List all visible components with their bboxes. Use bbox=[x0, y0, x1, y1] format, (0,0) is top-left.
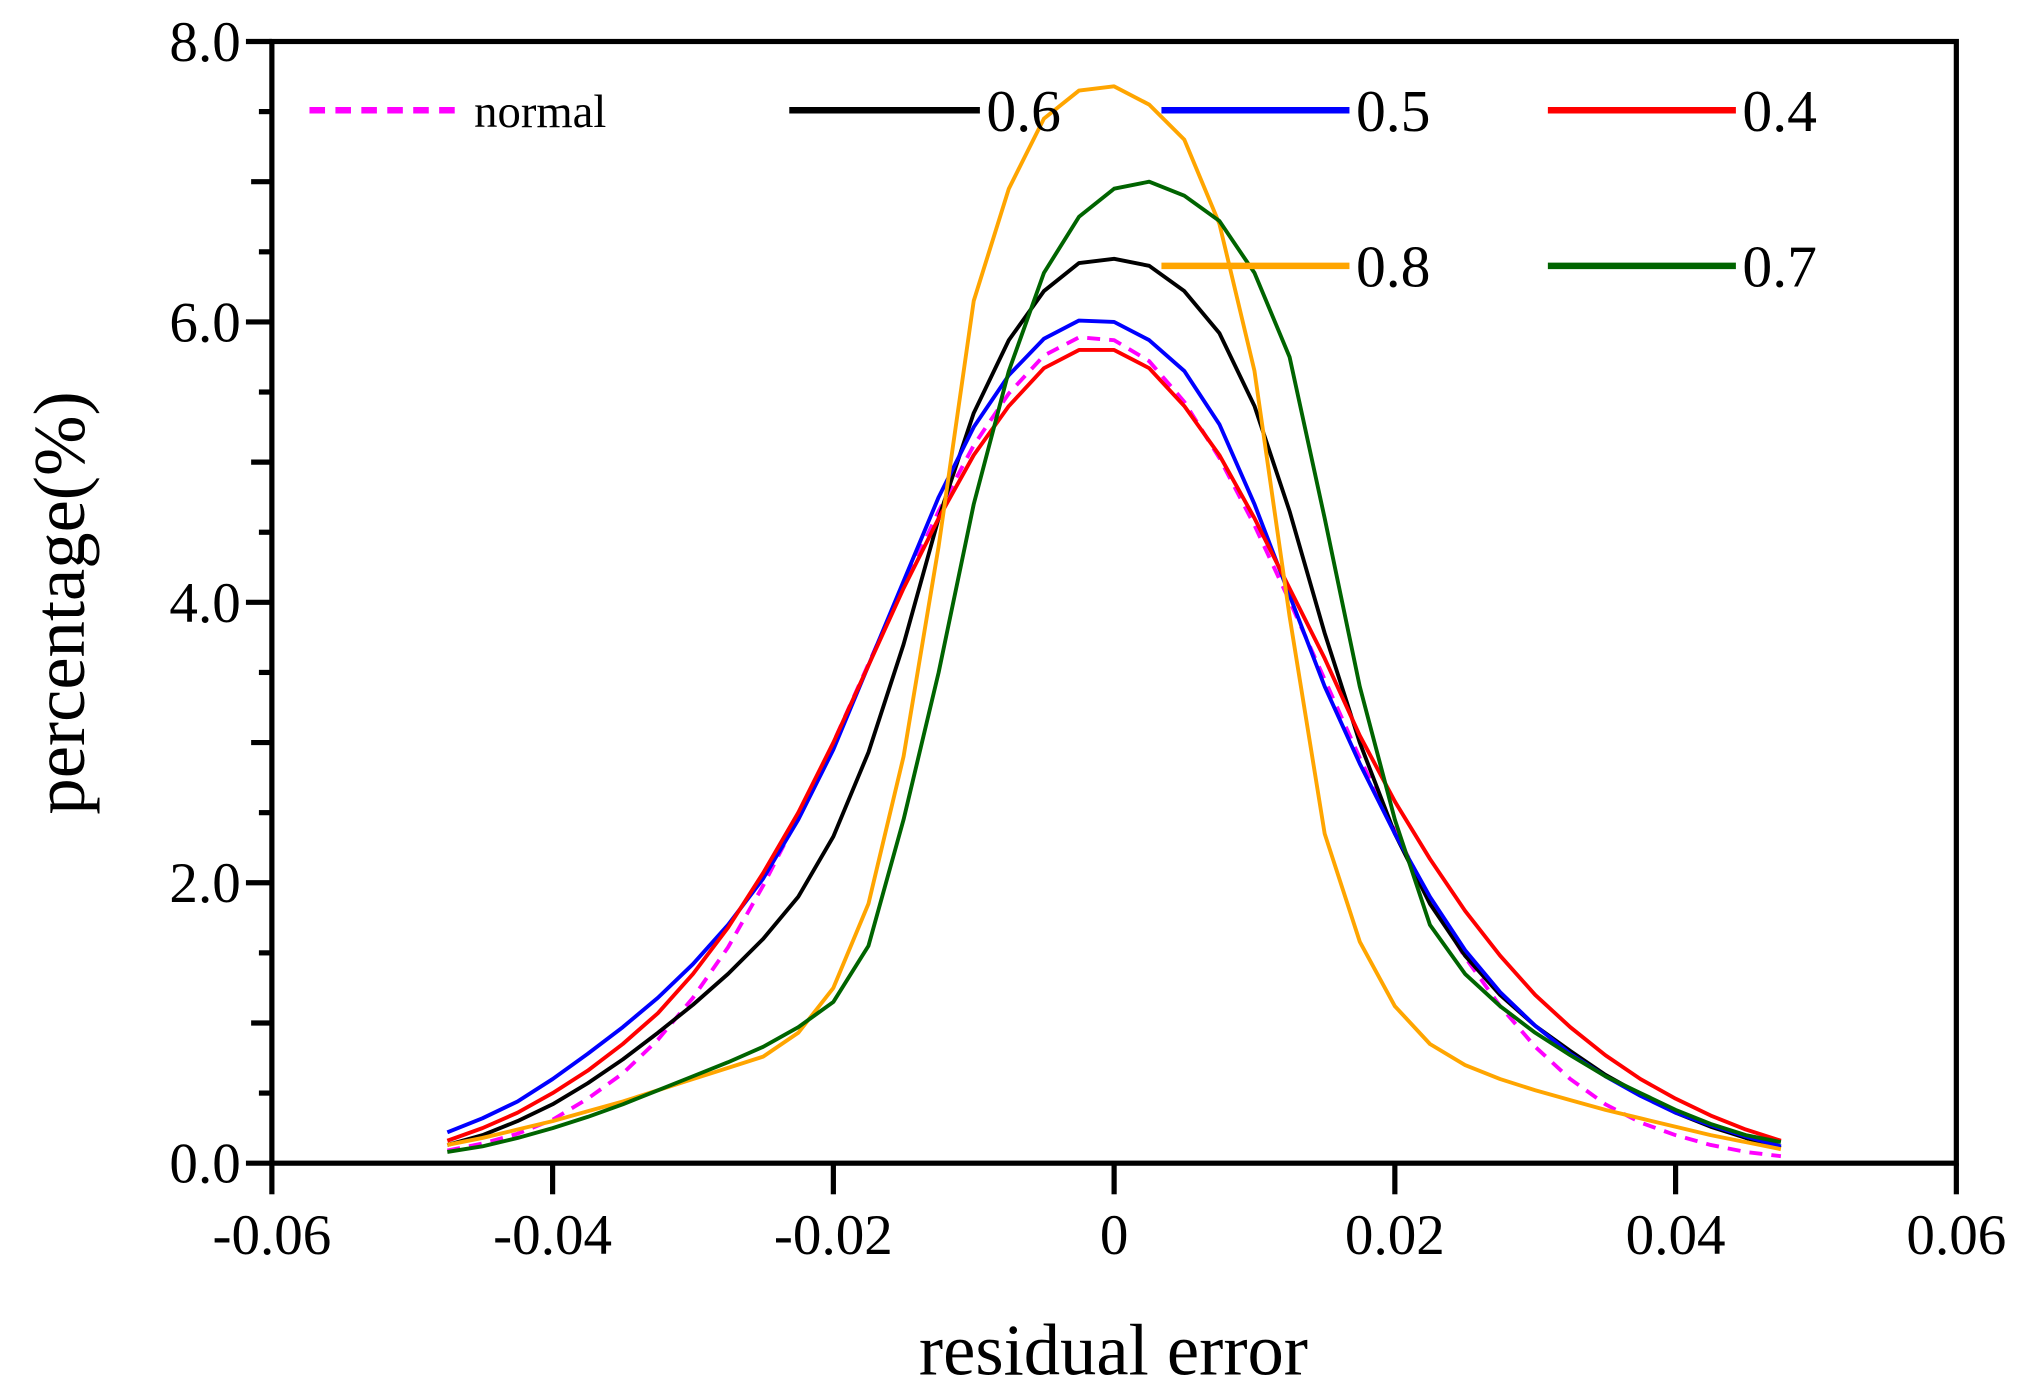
legend-label: 0.8 bbox=[1356, 234, 1431, 300]
legend-label: 0.4 bbox=[1742, 78, 1817, 144]
series-line bbox=[446, 335, 1782, 1159]
legend-label: 0.7 bbox=[1742, 234, 1817, 300]
y-tick-label: 2.0 bbox=[169, 852, 240, 915]
series-line bbox=[446, 318, 1782, 1149]
y-tick-label: 4.0 bbox=[169, 572, 240, 635]
y-axis-label: percentage(%) bbox=[19, 391, 100, 814]
x-tick-label: 0 bbox=[1100, 1204, 1129, 1267]
legend-label: 0.5 bbox=[1356, 78, 1431, 144]
legend-label: 0.6 bbox=[986, 78, 1061, 144]
x-tick-label: 0.02 bbox=[1345, 1204, 1445, 1267]
x-axis-label: residual error bbox=[919, 1310, 1308, 1391]
x-tick-label: -0.02 bbox=[774, 1204, 893, 1267]
plot-frame bbox=[269, 38, 1959, 1166]
y-tick-label: 8.0 bbox=[169, 11, 240, 74]
series-line bbox=[446, 256, 1782, 1150]
series-line bbox=[447, 179, 1782, 1154]
series-line bbox=[446, 348, 1782, 1143]
x-tick-label: -0.06 bbox=[212, 1204, 331, 1267]
series-line bbox=[446, 84, 1782, 1152]
x-tick-label: 0.06 bbox=[1906, 1204, 2006, 1267]
y-tick-label: 0.0 bbox=[169, 1133, 240, 1196]
legend-label: normal bbox=[474, 86, 606, 138]
x-tick-label: 0.04 bbox=[1626, 1204, 1726, 1267]
y-tick-label: 6.0 bbox=[169, 291, 240, 354]
x-tick-label: -0.04 bbox=[493, 1204, 612, 1267]
